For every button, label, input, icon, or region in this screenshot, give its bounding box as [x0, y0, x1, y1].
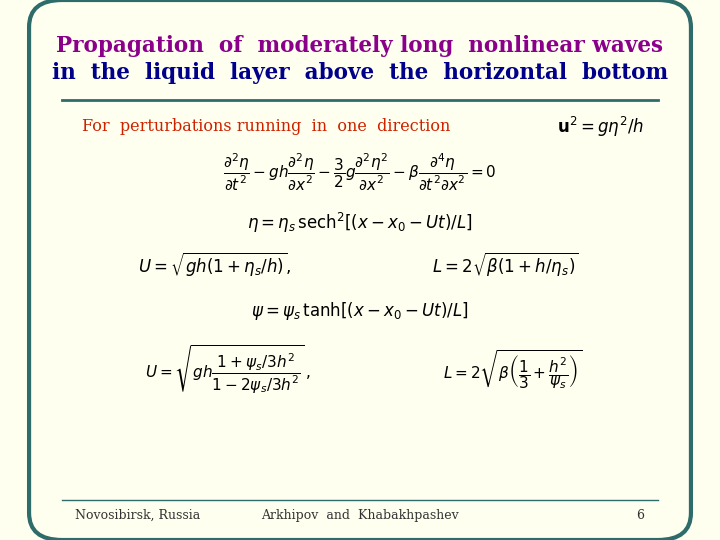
Text: Arkhipov  and  Khabakhpashev: Arkhipov and Khabakhpashev	[261, 509, 459, 522]
Text: Novosibirsk, Russia: Novosibirsk, Russia	[76, 509, 201, 522]
Text: $\dfrac{\partial^2\eta}{\partial t^2} - gh\dfrac{\partial^2\eta}{\partial x^2} -: $\dfrac{\partial^2\eta}{\partial t^2} - …	[223, 152, 497, 193]
Text: For  perturbations running  in  one  direction: For perturbations running in one directi…	[82, 118, 451, 136]
Text: in  the  liquid  layer  above  the  horizontal  bottom: in the liquid layer above the horizontal…	[52, 62, 668, 84]
Text: Propagation  of  moderately long  nonlinear waves: Propagation of moderately long nonlinear…	[56, 35, 664, 57]
Text: $\psi = \psi_s\,\tanh[(x - x_0 - Ut)/L]$: $\psi = \psi_s\,\tanh[(x - x_0 - Ut)/L]$	[251, 300, 469, 321]
Text: $\mathbf{u}^2 = g\eta^2/h$: $\mathbf{u}^2 = g\eta^2/h$	[557, 115, 644, 139]
FancyBboxPatch shape	[29, 0, 691, 540]
Text: $L = 2\sqrt{\beta\left(1+h/\eta_s\right)}$: $L = 2\sqrt{\beta\left(1+h/\eta_s\right)…	[432, 251, 579, 279]
Text: $L = 2\sqrt{\beta\left(\dfrac{1}{3} + \dfrac{h^2}{\psi_s}\right)}$: $L = 2\sqrt{\beta\left(\dfrac{1}{3} + \d…	[443, 348, 582, 392]
Text: $U = \sqrt{gh\left(1+\eta_s/h\right)},$: $U = \sqrt{gh\left(1+\eta_s/h\right)},$	[138, 251, 291, 279]
Text: 6: 6	[636, 509, 644, 522]
Text: $\eta = \eta_s\,\mathrm{sech}^2[(x - x_0 - Ut)/L]$: $\eta = \eta_s\,\mathrm{sech}^2[(x - x_0…	[247, 211, 473, 234]
Text: $U = \sqrt{gh\dfrac{1+\psi_s/3h^2}{1-2\psi_s/3h^2}}\,,$: $U = \sqrt{gh\dfrac{1+\psi_s/3h^2}{1-2\p…	[145, 344, 310, 396]
